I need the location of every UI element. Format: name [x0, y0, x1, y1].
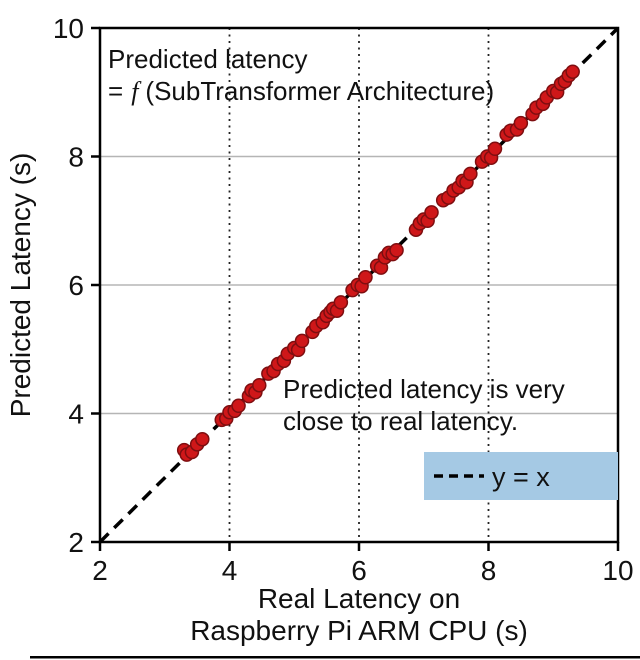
annotation-formula-line1: Predicted latency	[108, 44, 307, 74]
vertical-dotted-gridlines	[228, 28, 490, 542]
y-tick-label: 2	[68, 527, 84, 558]
annotation-formula-f-symbol: f	[131, 77, 142, 106]
x-tick-label: 8	[481, 555, 497, 586]
axis-ticks	[91, 26, 620, 551]
data-point	[565, 64, 580, 79]
scatter-points	[176, 64, 580, 462]
annotation-formula-prefix: =	[108, 76, 123, 106]
data-point	[294, 333, 310, 349]
x-tick-label: 4	[222, 555, 238, 586]
y-tick-label: 6	[68, 270, 84, 301]
data-point	[463, 166, 478, 182]
y-tick-label: 10	[53, 13, 84, 44]
annotation-formula-line2: = f (SubTransformer Architecture)	[108, 76, 494, 106]
y-tick-label: 4	[68, 399, 84, 430]
x-axis-title-line2: Raspberry Pi ARM CPU (s)	[190, 615, 528, 646]
x-tick-label: 10	[602, 555, 633, 586]
axis-tick-labels: 2 4 6 8 10 2 4 6 8 10	[53, 13, 634, 586]
annotation-note-line2: close to real latency.	[283, 406, 518, 436]
data-point	[487, 141, 503, 157]
data-point	[252, 377, 267, 393]
y-axis-title: Predicted Latency (s)	[5, 153, 36, 418]
data-point	[389, 243, 404, 258]
data-point	[195, 431, 210, 447]
legend-label: y = x	[492, 462, 550, 492]
data-point	[424, 205, 439, 220]
y-tick-label: 8	[68, 142, 84, 173]
data-point	[358, 270, 373, 285]
data-point	[231, 398, 246, 414]
data-point	[333, 295, 349, 310]
annotation-note-line1: Predicted latency is very	[283, 374, 565, 404]
x-tick-label: 6	[351, 555, 367, 586]
data-point	[513, 115, 529, 131]
annotation-formula-suffix: (SubTransformer Architecture)	[145, 76, 494, 106]
x-axis-title-line1: Real Latency on	[258, 583, 460, 614]
legend: y = x	[424, 452, 618, 500]
x-tick-label: 2	[92, 555, 108, 586]
bottom-divider	[30, 656, 640, 659]
